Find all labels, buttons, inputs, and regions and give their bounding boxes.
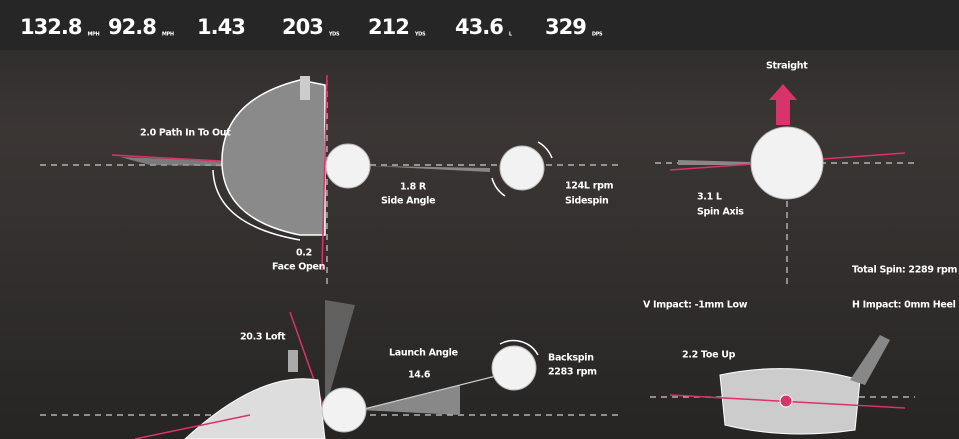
ball-large [750, 126, 824, 200]
launch-label: Launch Angle [389, 348, 458, 359]
side-angle-wedge [370, 166, 490, 172]
labels: 2.0 Path In To Out 1.8 R Side Angle 124L… [140, 61, 958, 381]
sidespin-label: Sidespin [565, 196, 609, 207]
path-label: 2.0 Path In To Out [140, 128, 231, 139]
stat-unit: MPH [162, 32, 174, 38]
side-angle-value: 1.8 R [400, 182, 427, 193]
stat-value: 43.6 [455, 15, 503, 39]
v-impact: V Impact: -1mm Low [643, 300, 748, 311]
stat-unit: L [509, 32, 513, 38]
stat-value: 92.8 [108, 15, 156, 39]
h-impact: H Impact: 0mm Heel [852, 300, 956, 311]
direction-label: Straight [766, 61, 808, 72]
total-spin: Total Spin: 2289 rpm [852, 265, 958, 276]
loft-wedge [325, 300, 355, 410]
backspin-arrow [499, 339, 539, 356]
launch-value: 14.6 [408, 370, 431, 381]
stat-unit: YDS [328, 32, 340, 38]
club-head-top [221, 79, 326, 236]
backspin-ball [491, 345, 537, 391]
club-head-side [184, 378, 326, 439]
spin-ball [499, 145, 545, 191]
sidespin-value: 124L rpm [565, 181, 614, 192]
face-line [321, 74, 328, 271]
impact-point [779, 394, 793, 408]
toe-label: 2.2 Toe Up [682, 350, 736, 361]
backspin-label: Backspin [548, 353, 594, 364]
loft-label: 20.3 Loft [240, 332, 286, 343]
stat-unit: DPS [592, 32, 603, 38]
stat-value: 132.8 [20, 15, 82, 39]
attack-line [134, 414, 251, 439]
launch-line [359, 374, 501, 411]
stat-unit: MPH [87, 32, 99, 38]
ball [325, 143, 371, 189]
stat-value: 203 [282, 15, 323, 39]
spin-axis-label: Spin Axis [697, 207, 744, 218]
direction-arrow [769, 84, 797, 125]
hosel-side [288, 350, 298, 372]
stat-value: 1.43 [197, 15, 245, 39]
spin-axis-value: 3.1 L [697, 192, 722, 203]
stats-row: 132.8 MPH 92.8 MPH 1.43 203 YDS 212 YDS 43.6 L 329 D… [20, 15, 603, 39]
stat-unit: YDS [414, 32, 426, 38]
shaft [850, 335, 890, 385]
hosel [300, 76, 310, 100]
stat-value: 212 [368, 15, 409, 39]
ball [321, 387, 367, 433]
face-value: 0.2 [296, 248, 312, 259]
face-label: Face Open [272, 262, 326, 273]
club-edge [212, 169, 301, 241]
stat-value: 329 [545, 15, 586, 39]
axis-wedge [678, 160, 750, 165]
spin-arrow [491, 177, 506, 197]
spin-arrow [537, 141, 553, 159]
launch-wedge [360, 385, 460, 415]
backspin-value: 2283 rpm [548, 367, 597, 378]
side-angle-label: Side Angle [381, 196, 435, 207]
stats-bar [0, 0, 959, 50]
